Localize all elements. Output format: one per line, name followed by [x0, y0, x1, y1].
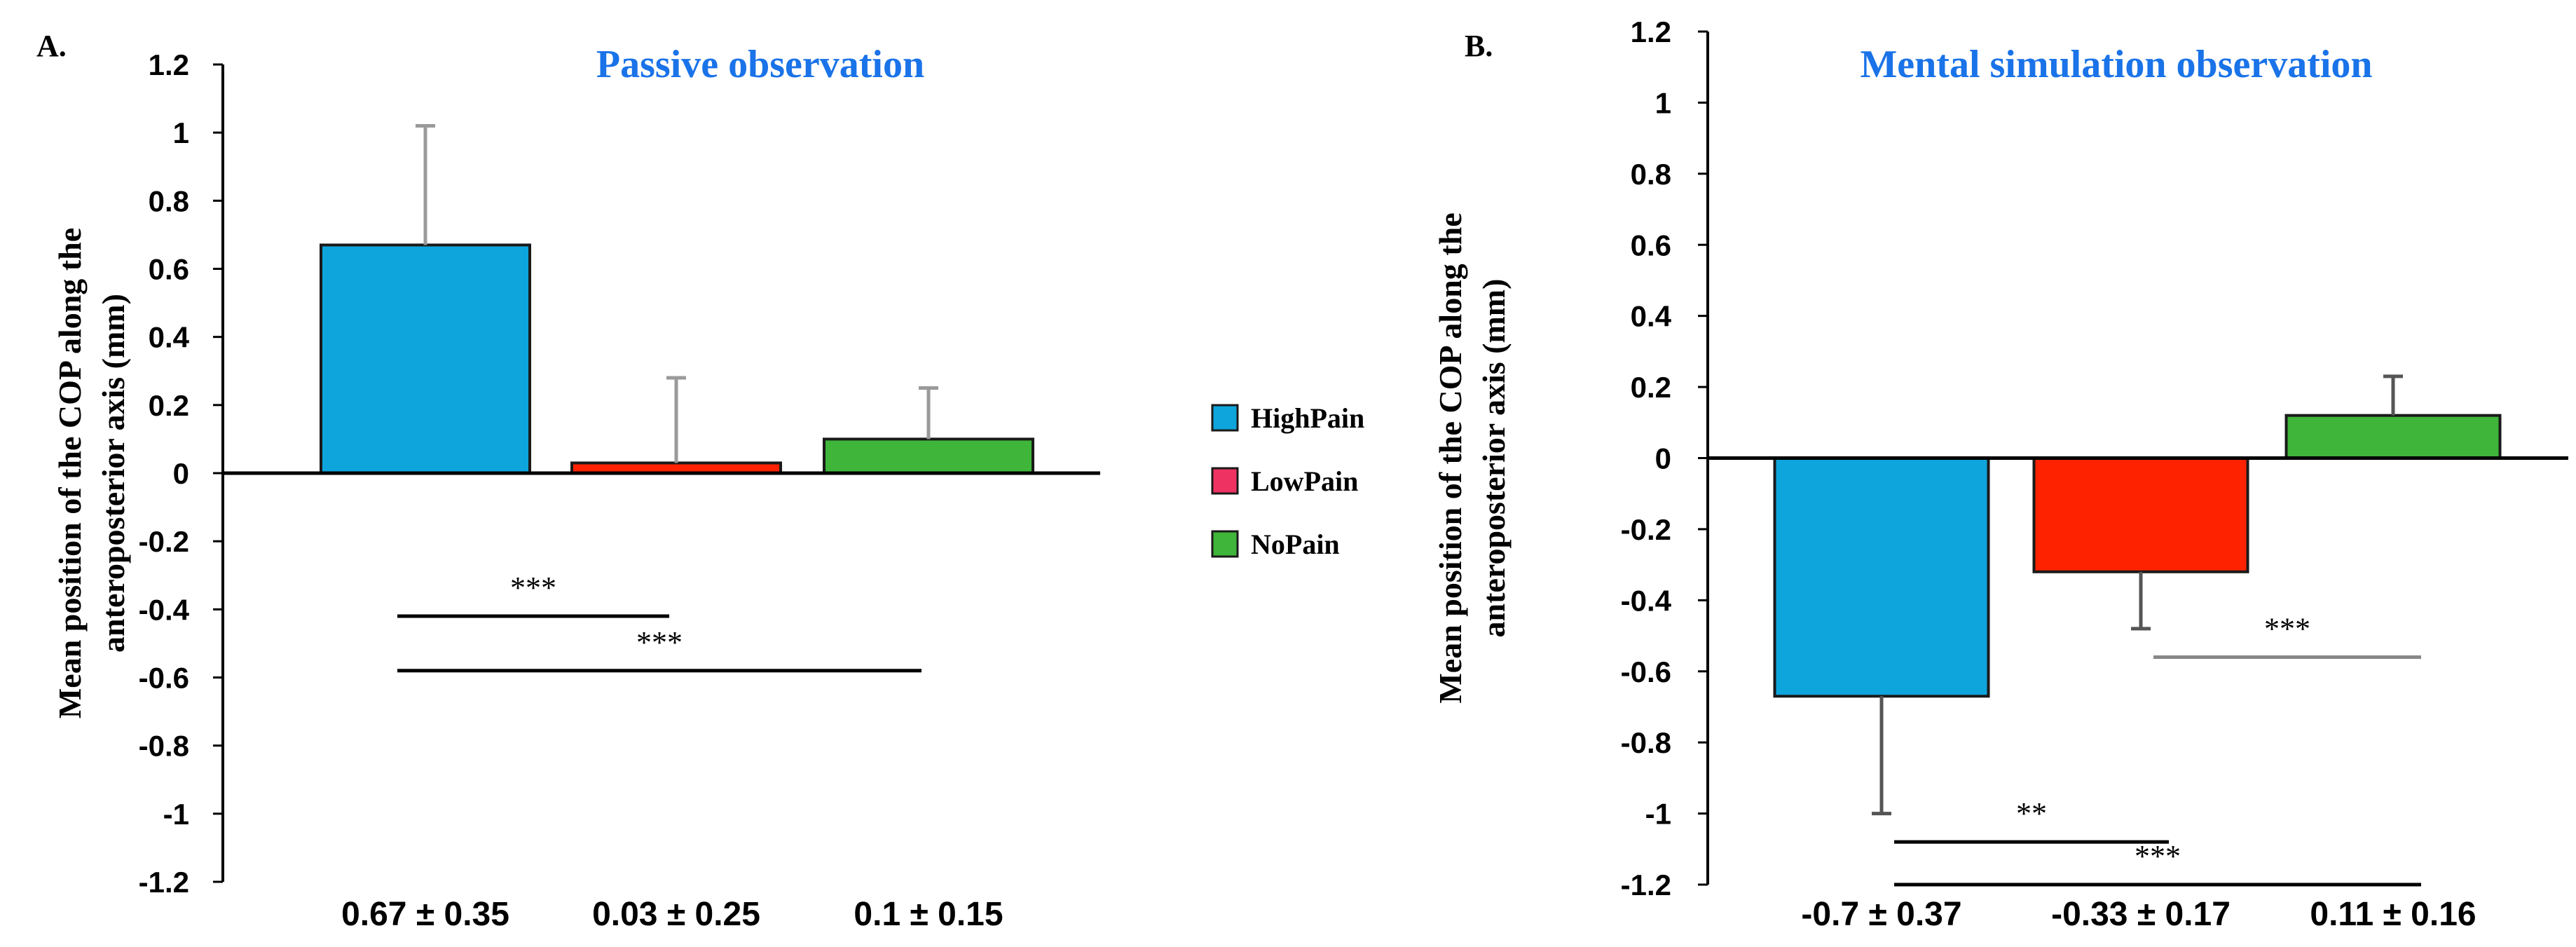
significance-stars: *** — [510, 571, 556, 605]
panel-label: A. — [36, 29, 67, 63]
value-label-LowPain: -0.33 ± 0.17 — [2051, 896, 2231, 933]
y-tick-label: -0.4 — [1621, 584, 1672, 617]
legend-swatch-NoPain — [1211, 530, 1239, 558]
legend-swatch-LowPain — [1211, 467, 1239, 495]
y-tick-label: -1 — [163, 798, 189, 831]
value-label-NoPain: 0.11 ± 0.16 — [2310, 896, 2476, 933]
y-axis-label-line2: anteroposterior axis (mm) — [95, 294, 131, 653]
bar-NoPain — [823, 437, 1034, 475]
bar-NoPain — [2284, 414, 2502, 460]
y-tick-label: -1.2 — [139, 866, 189, 899]
y-axis-label-line1: Mean position of the COP along the — [52, 228, 88, 718]
y-tick-label: 1.2 — [149, 48, 189, 81]
panel-label: B. — [1465, 29, 1493, 63]
y-tick-label: 0 — [173, 457, 189, 490]
y-tick-label: 0.6 — [1631, 229, 1671, 261]
y-tick-label: 0 — [1655, 442, 1671, 475]
y-tick-label: -0.6 — [139, 662, 189, 695]
y-tick-label: 0.8 — [149, 184, 189, 217]
value-label-NoPain: 0.1 ± 0.15 — [854, 896, 1003, 933]
legend-label-LowPain: LowPain — [1251, 465, 1358, 497]
bar-HighPain — [320, 243, 531, 475]
y-tick-label: 1 — [173, 116, 189, 149]
significance-stars: *** — [636, 625, 683, 660]
y-tick-label: 0.2 — [149, 389, 189, 422]
y-tick-label: -0.8 — [139, 730, 189, 763]
value-label-LowPain: 0.03 ± 0.25 — [592, 896, 760, 933]
value-label-HighPain: 0.67 ± 0.35 — [341, 896, 509, 933]
y-tick-label: -0.2 — [139, 525, 189, 558]
y-tick-label: -0.6 — [1621, 655, 1671, 688]
legend-swatch-HighPain — [1211, 404, 1239, 432]
significance-stars: *** — [2135, 839, 2181, 873]
y-tick-label: -0.8 — [1621, 726, 1671, 759]
legend-label-HighPain: HighPain — [1251, 402, 1364, 434]
y-tick-label: -0.4 — [139, 593, 190, 626]
y-tick-label: 0.6 — [149, 253, 189, 286]
y-tick-label: -1.2 — [1621, 868, 1671, 901]
y-tick-label: 1 — [1655, 86, 1671, 119]
bar-HighPain — [1773, 456, 1990, 698]
y-tick-label: -1 — [1645, 798, 1671, 831]
y-tick-label: 0.4 — [149, 321, 190, 354]
value-label-HighPain: -0.7 ± 0.37 — [1801, 896, 1961, 933]
significance-stars: *** — [2264, 611, 2310, 646]
chart-title: Mental simulation observation — [1860, 43, 2372, 86]
y-tick-label: -0.2 — [1621, 513, 1671, 546]
y-axis-label-line1: Mean position of the COP along the — [1432, 212, 1468, 703]
y-axis-label-line2: anteroposterior axis (mm) — [1476, 279, 1512, 638]
y-tick-label: 0.4 — [1631, 300, 1672, 333]
y-tick-label: 1.2 — [1631, 15, 1671, 48]
y-tick-label: 0.8 — [1631, 158, 1671, 191]
y-tick-label: 0.2 — [1631, 371, 1671, 404]
significance-stars: ** — [2016, 796, 2047, 831]
bar-LowPain — [2032, 456, 2249, 573]
chart-title: Passive observation — [596, 43, 924, 86]
legend-label-NoPain: NoPain — [1251, 529, 1340, 560]
